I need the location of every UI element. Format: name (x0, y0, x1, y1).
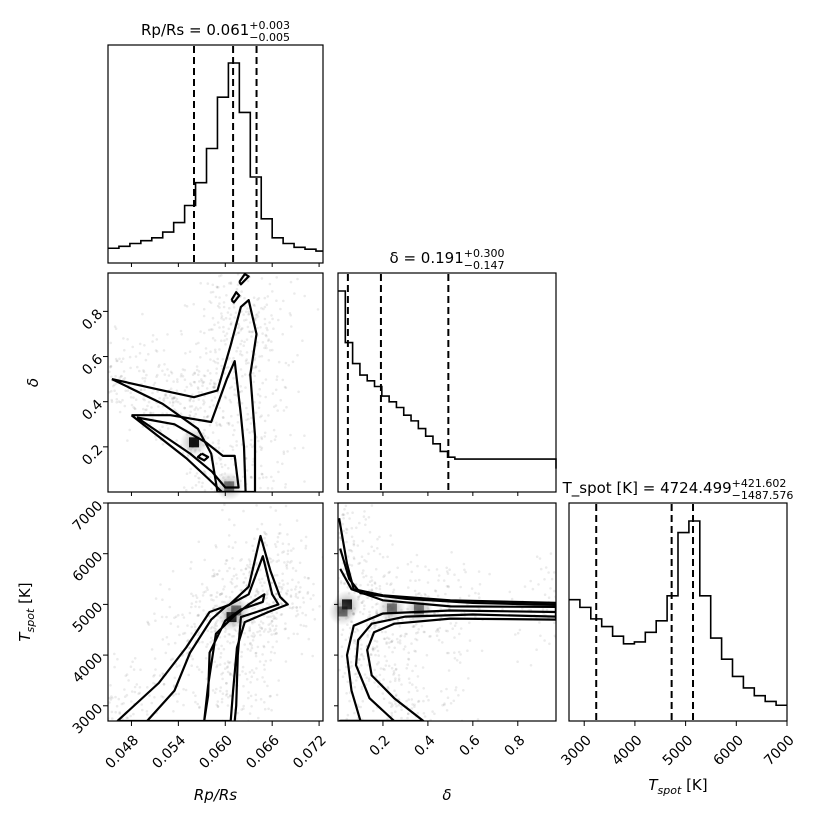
y-tick-label-tspot: 4000 (70, 650, 107, 687)
x-tick-label-delta: 0.2 (367, 732, 394, 759)
contour-line-1 (339, 548, 556, 721)
scatter-points (108, 273, 556, 721)
x-tick-label-rp: 0.072 (290, 732, 330, 772)
density-peak (413, 604, 424, 615)
title-lower-error: −0.147 (464, 259, 505, 272)
x-tick-label-tspot: 3000 (558, 732, 595, 769)
y-axis-label-tspot: Tspot [K] (16, 582, 37, 641)
x-tick-label-rp: 0.060 (196, 732, 236, 772)
x-tick-label-rp: 0.048 (103, 732, 143, 772)
x-tick-label-tspot: 6000 (711, 732, 748, 769)
contours-rp-delta (111, 273, 258, 492)
chart-text: Rp/Rs = 0.061+0.003 −0.005 δ = 0.191+0.300… (16, 19, 798, 804)
contour-line-2 (203, 593, 266, 721)
contour-line-5 (230, 291, 241, 304)
y-tick-label-tspot: 7000 (70, 498, 107, 535)
x-tick-label-delta: 0.4 (412, 732, 439, 759)
histogram-delta (338, 290, 557, 469)
panel-frame-delta-rp (107, 272, 324, 493)
x-tick-label-delta: 0.6 (457, 732, 484, 759)
panel-frame-delta-delta (337, 272, 557, 493)
title-rp: Rp/Rs = 0.061+0.003 −0.005 (141, 19, 290, 44)
contour-line-2 (339, 568, 556, 721)
title-upper-error: +0.300 (464, 247, 505, 260)
histogram-tspot (569, 520, 787, 707)
x-tick-label-tspot: 4000 (609, 732, 646, 769)
title-value: δ = 0.191 (390, 249, 464, 267)
density-peak (231, 605, 242, 616)
density-peak (337, 606, 348, 617)
y-tick-label-delta: 0.4 (79, 397, 106, 424)
scatter-rp-delta (108, 273, 320, 492)
x-tick-label-tspot: 5000 (660, 732, 697, 769)
y-tick-label-tspot: 6000 (70, 549, 107, 586)
y-tick-label-tspot: 3000 (70, 701, 107, 738)
y-tick-label-delta: 0.6 (79, 351, 106, 378)
title-delta: δ = 0.191+0.300 −0.147 (390, 247, 505, 272)
density-peak (386, 603, 397, 614)
contour-line-0 (116, 534, 289, 721)
contours-delta-tspot (338, 518, 556, 721)
panel-frame-rp-rp (107, 44, 324, 264)
x-tick-label-rp: 0.054 (149, 732, 189, 772)
title-upper-error: +0.003 (249, 19, 290, 32)
y-tick-label-delta: 0.2 (79, 442, 106, 469)
contour-line-0 (338, 518, 556, 721)
title-value: Rp/Rs = 0.061 (141, 21, 249, 39)
y-tick-label-tspot: 5000 (70, 599, 107, 636)
y-axis-label-delta: δ (24, 378, 42, 387)
title-tspot: T_spot [K] = 4724.499+421.602 −1487.576 (562, 477, 794, 502)
density-blob (215, 472, 244, 501)
x-axis-label-tspot: Tspot [K] (648, 776, 707, 797)
contour-line-3 (196, 452, 210, 462)
density-peak (189, 437, 199, 448)
density-peak (224, 481, 235, 492)
contours-rp-tspot (116, 534, 289, 721)
title-value: T_spot [K] = 4724.499 (562, 479, 732, 498)
x-axis-label-delta: δ (442, 786, 451, 804)
contour-line-4 (238, 273, 250, 286)
contour-line-2 (136, 416, 240, 489)
contour-line-1 (130, 360, 247, 492)
title-lower-error: −0.005 (249, 31, 290, 44)
x-tick-label-tspot: 7000 (761, 732, 798, 769)
histogram-rp (108, 62, 323, 252)
contour-line-1 (146, 555, 280, 721)
y-tick-label-delta: 0.8 (79, 306, 106, 333)
title-lower-error: −1487.576 (732, 489, 794, 502)
x-tick-label-delta: 0.8 (501, 732, 528, 759)
x-axis-label-rp: Rp/Rs (194, 786, 237, 804)
x-tick-label-rp: 0.066 (243, 732, 283, 772)
title-upper-error: +421.602 (732, 477, 787, 490)
chart-marks (103, 44, 788, 726)
panel-frame-tspot-tspot (568, 502, 788, 722)
